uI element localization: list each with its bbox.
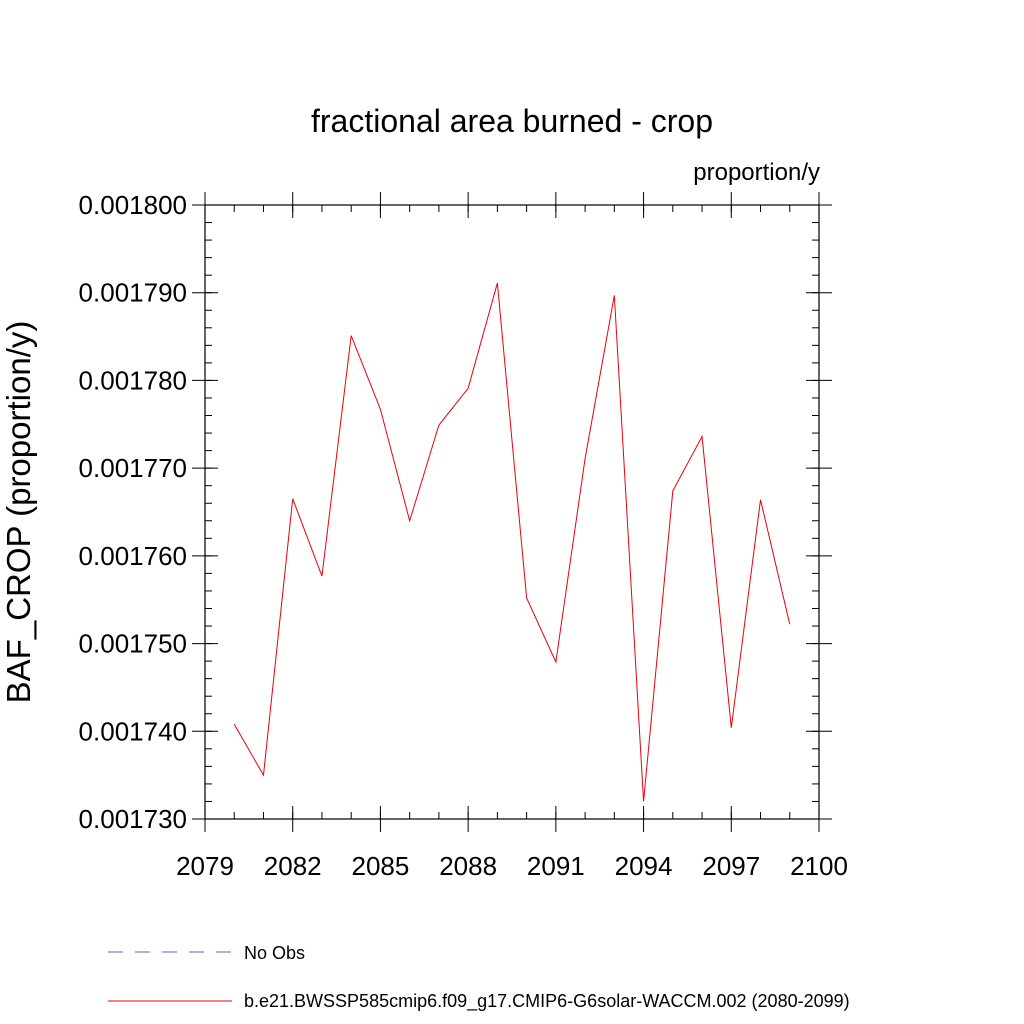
x-tick-label: 2082 — [264, 851, 322, 881]
x-tick-labels: 2079 2082 2085 2088 2091 2094 2097 2100 — [176, 851, 848, 881]
y-tick-labels: 0.001730 0.001740 0.001750 0.001760 0.001770… — [79, 190, 187, 834]
series-lines — [233, 282, 791, 802]
minor-ticks — [204, 204, 820, 820]
major-ticks — [192, 192, 832, 832]
x-tick-label: 2088 — [439, 851, 497, 881]
y-tick-label: 0.001740 — [79, 716, 187, 746]
y-tick-label: 0.001780 — [79, 365, 187, 395]
legend-label-model: b.e21.BWSSP585cmip6.f09_g17.CMIP6-G6sola… — [244, 991, 850, 1012]
y-tick-label: 0.001770 — [79, 453, 187, 483]
y-tick-label: 0.001800 — [79, 190, 187, 220]
x-tick-label: 2079 — [176, 851, 234, 881]
units-label: proportion/y — [693, 159, 820, 186]
legend: No Obs b.e21.BWSSP585cmip6.f09_g17.CMIP6… — [108, 943, 850, 1012]
y-axis-label: BAF_CROP (proportion/y) — [0, 321, 37, 704]
y-tick-label: 0.001760 — [79, 541, 187, 571]
legend-label-no-obs: No Obs — [244, 943, 305, 963]
y-tick-label: 0.001790 — [79, 278, 187, 308]
x-tick-label: 2100 — [790, 851, 848, 881]
plot-frame — [204, 204, 820, 820]
chart-title: fractional area burned - crop — [311, 103, 713, 139]
y-tick-label: 0.001730 — [79, 804, 187, 834]
x-tick-label: 2097 — [702, 851, 760, 881]
series-line-1 — [233, 282, 791, 802]
x-tick-label: 2094 — [615, 851, 673, 881]
x-tick-label: 2091 — [527, 851, 585, 881]
x-tick-label: 2085 — [352, 851, 410, 881]
y-tick-label: 0.001750 — [79, 629, 187, 659]
